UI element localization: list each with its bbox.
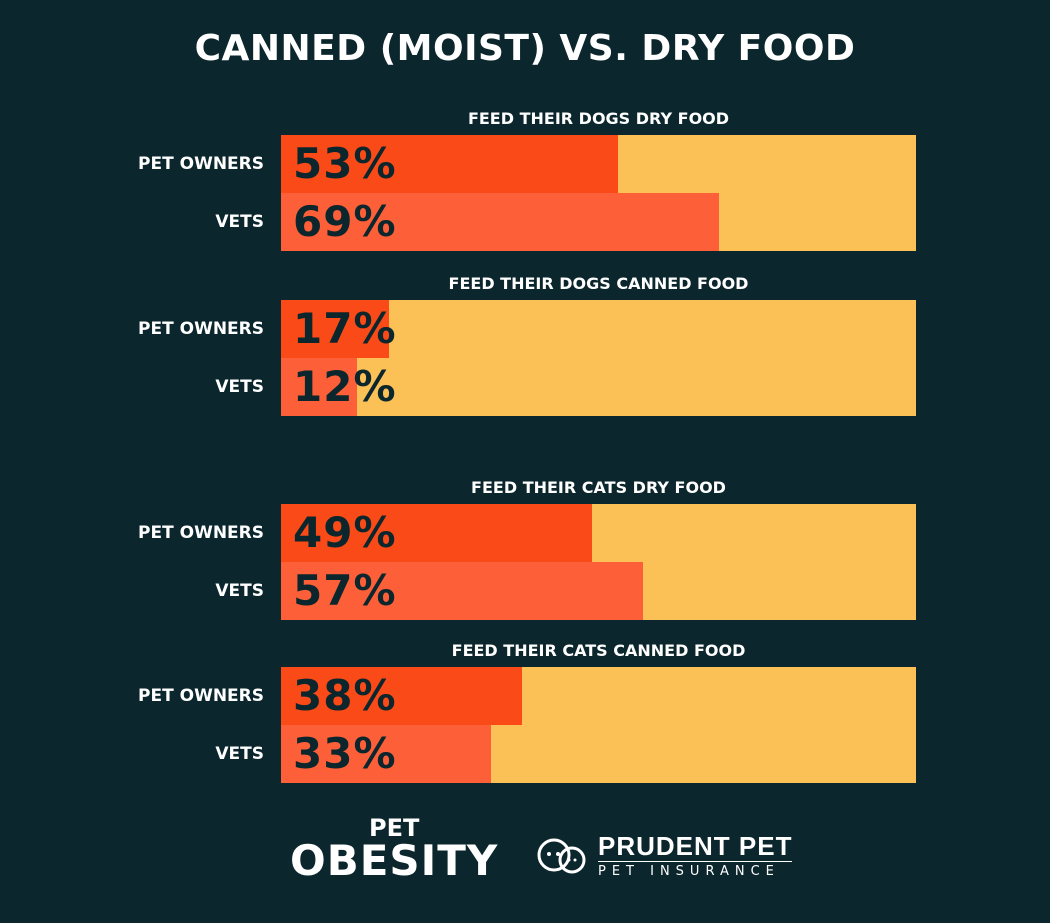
row-label: VETS [215,581,264,601]
bar-value-label: 49% [293,508,397,557]
chart-title: CANNED (MOIST) VS. DRY FOOD [194,28,856,69]
bar [281,135,618,193]
bar-value-label: 57% [293,566,397,615]
bar [281,562,643,620]
group-title: FEED THEIR CATS CANNED FOOD [451,641,746,660]
bar-value-label: 53% [293,139,397,188]
bar-track: 17% 12% [281,300,916,416]
group-title: FEED THEIR DOGS CANNED FOOD [448,274,749,293]
logo-line-2: OBESITY [290,836,499,885]
bar [281,504,593,562]
bar-track: 49% 57% [281,504,916,620]
bar-value-label: 17% [293,304,397,353]
bar [281,667,523,725]
row-label: PET OWNERS [138,319,264,339]
row-label: PET OWNERS [138,154,264,174]
row-label: VETS [215,377,264,397]
bar [281,300,389,358]
pet-obesity-logo: PET OBESITY [290,816,498,882]
group-title: FEED THEIR CATS DRY FOOD [471,478,726,497]
group-title: FEED THEIR DOGS DRY FOOD [467,109,730,128]
row-label: VETS [215,212,264,232]
row-label: PET OWNERS [138,523,264,543]
bar-value-label: 12% [293,362,397,411]
row-label: VETS [215,744,264,764]
bar-track: 38% 33% [281,667,916,783]
bar-value-label: 69% [293,197,397,246]
bar-value-label: 33% [293,729,397,778]
bar [281,725,491,783]
bar [281,193,720,251]
bar-value-label: 38% [293,671,397,720]
logo-line-1: PET [369,814,420,842]
dog-cat-icon [537,838,586,874]
logo2-sub: PET INSURANCE [598,863,780,879]
logo2-name: PRUDENT PET [598,831,793,862]
bar-track: 53% 69% [281,135,916,251]
row-label: PET OWNERS [138,686,264,706]
prudent-pet-logo: PRUDENT PET PET INSURANCE [534,831,793,879]
bar [281,358,358,416]
